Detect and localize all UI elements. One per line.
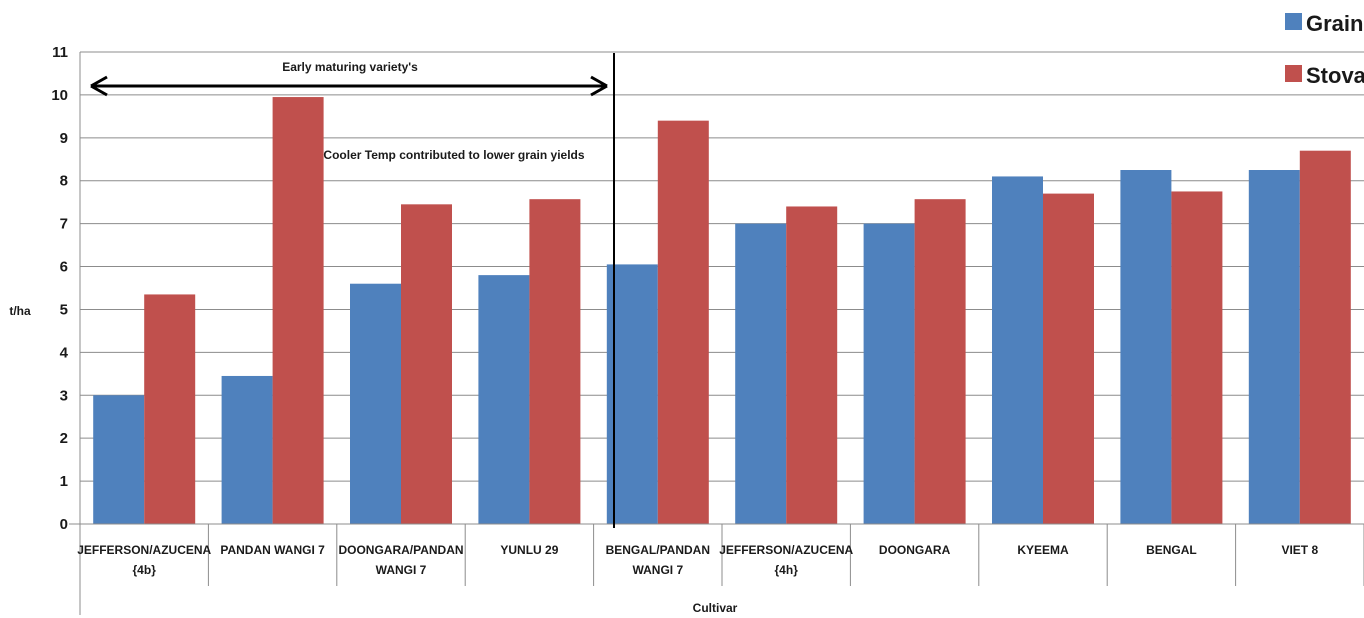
bar-stova: [144, 294, 196, 524]
bar-stova: [1171, 191, 1223, 525]
bar-grain: [350, 283, 401, 524]
x-category-label: DOONGARA: [879, 543, 951, 557]
annotation-early-text: Early maturing variety's: [282, 60, 418, 74]
y-tick-labels: 0 1 2 3 4 5 6 7 8 9 10 11: [51, 44, 68, 533]
legend-swatch-stova: [1285, 65, 1302, 82]
y-tick-label: 6: [60, 259, 68, 276]
bar-grain: [863, 223, 915, 525]
x-category-label: WANGI 7: [632, 563, 683, 577]
x-category-label: JEFFERSON/AZUCENA: [77, 543, 211, 557]
bars: [93, 97, 1351, 525]
x-category-label: WANGI 7: [376, 563, 427, 577]
x-category-label: JEFFERSON/AZUCENA: [719, 543, 853, 557]
y-tick-label: 8: [60, 173, 68, 190]
bar-stova: [1043, 193, 1094, 524]
legend-label-grain: Grain: [1306, 11, 1363, 36]
x-category-label: PANDAN WANGI 7: [220, 543, 325, 557]
y-tick-label: 0: [60, 516, 68, 533]
annotation-arrow-right-head: [590, 75, 608, 97]
y-tick-label: 2: [60, 430, 68, 447]
bar-stova: [914, 199, 966, 525]
y-tick-label: 1: [60, 473, 68, 490]
bar-grain: [992, 176, 1043, 524]
bar-stova: [529, 199, 581, 525]
bar-grain: [478, 275, 530, 524]
bar-grain: [735, 223, 787, 525]
bar-grain: [606, 264, 658, 524]
y-tick-label: 3: [60, 387, 68, 404]
x-category-label: DOONGARA/PANDAN: [338, 543, 463, 557]
x-axis-title: Cultivar: [693, 601, 738, 615]
annotation-early-maturing: Early maturing variety's: [90, 60, 608, 97]
y-tick-label: 4: [60, 344, 69, 361]
annotation-arrow-left-head: [90, 75, 108, 97]
bar-stova: [1299, 150, 1351, 524]
bar-grain: [1120, 170, 1172, 524]
bar-stova: [657, 120, 709, 525]
x-category-label: {4b}: [133, 563, 157, 577]
bar-stova: [786, 206, 838, 525]
legend: Grain Stova: [1285, 11, 1364, 88]
x-category-label: KYEEMA: [1017, 543, 1069, 557]
bar-grain: [221, 375, 273, 524]
x-category-label: {4h}: [775, 563, 799, 577]
legend-label-stova: Stova: [1306, 63, 1364, 88]
y-tick-label: 5: [60, 301, 68, 318]
x-category-label: BENGAL: [1146, 543, 1197, 557]
x-category-labels: JEFFERSON/AZUCENA {4b} PANDAN WANGI 7 DOONG…: [77, 543, 1318, 577]
y-axis-title: t/ha: [9, 304, 31, 318]
bar-grain: [93, 395, 145, 524]
y-tick-label: 9: [60, 130, 68, 147]
y-tick-label: 10: [51, 87, 68, 104]
bar-stova: [272, 97, 324, 525]
y-tick-label: 11: [52, 44, 68, 61]
legend-swatch-grain: [1285, 13, 1302, 30]
bar-stova: [401, 204, 452, 524]
x-category-label: BENGAL/PANDAN: [606, 543, 710, 557]
y-tick-label: 7: [60, 216, 68, 233]
annotation-cooler-text: Cooler Temp contributed to lower grain y…: [323, 148, 584, 162]
axes: [69, 52, 1364, 615]
bar-grain: [1248, 170, 1300, 524]
x-category-label: YUNLU 29: [500, 543, 558, 557]
x-category-label: VIET 8: [1281, 543, 1318, 557]
